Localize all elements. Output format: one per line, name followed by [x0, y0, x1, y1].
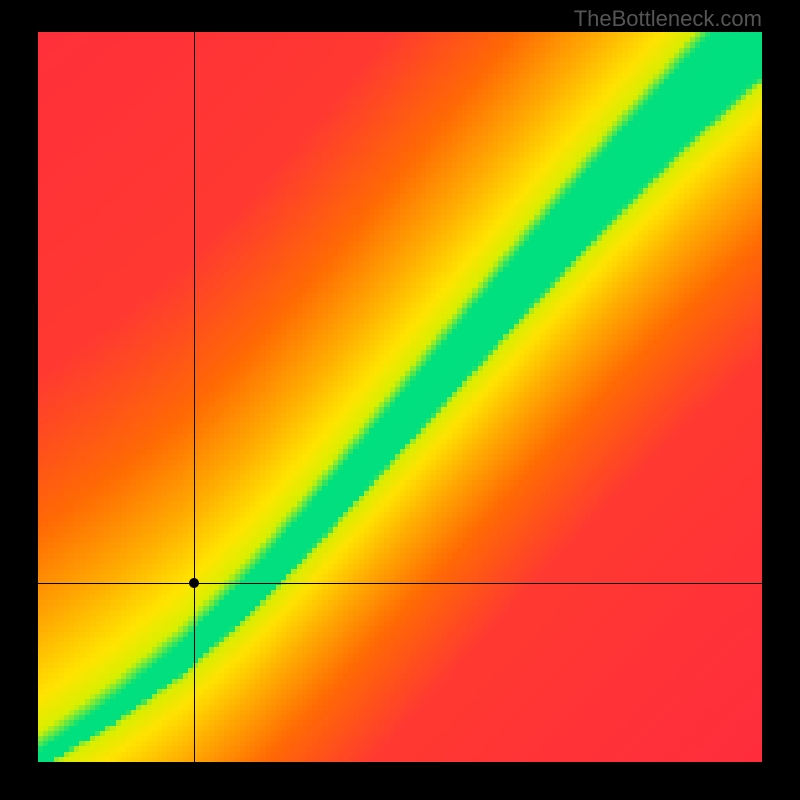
crosshair-horizontal: [38, 583, 762, 584]
bottleneck-heatmap: [38, 32, 762, 762]
chart-container: TheBottleneck.com: [0, 0, 800, 800]
data-point-marker: [189, 578, 199, 588]
crosshair-vertical: [194, 32, 195, 762]
watermark-label: TheBottleneck.com: [574, 6, 762, 32]
